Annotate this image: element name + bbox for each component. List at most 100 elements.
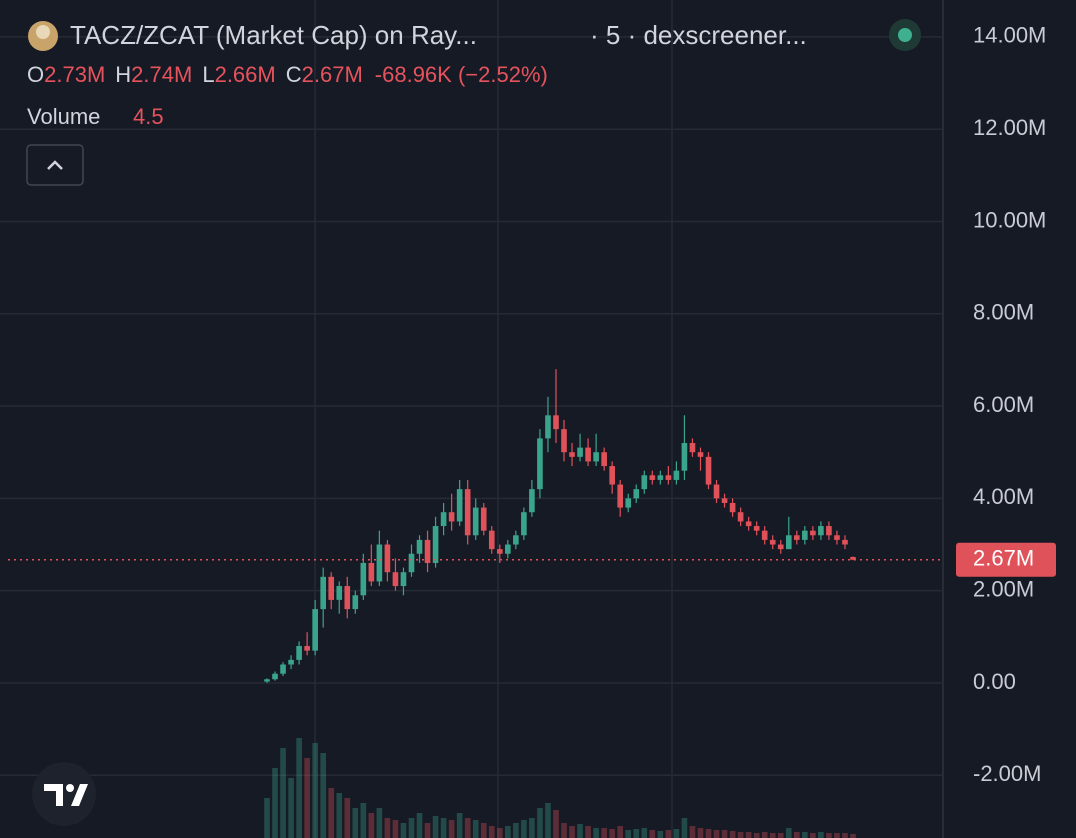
last-price-box	[956, 542, 1056, 577]
candle-body	[392, 572, 399, 587]
candle-body	[802, 530, 808, 540]
volume-bar	[464, 818, 471, 838]
ohlc-value: 2.66M	[215, 62, 276, 87]
logo-bg[interactable]	[32, 762, 96, 826]
candle-body	[440, 512, 447, 527]
ohlc-value: 2.67M	[302, 62, 363, 87]
volume-bar	[769, 833, 776, 838]
volume-bar	[352, 808, 359, 838]
y-tick-label: 4.00M	[973, 484, 1034, 509]
volume-bar	[753, 833, 760, 838]
volume-bar	[665, 830, 672, 838]
candle-body	[496, 549, 503, 554]
y-tick-label: -2.00M	[973, 761, 1041, 786]
volume-bar	[793, 832, 800, 838]
volume-bar	[617, 826, 624, 838]
candle-body	[529, 489, 535, 513]
volume-bar	[304, 758, 310, 838]
volume-bar	[537, 808, 543, 838]
candle-body	[769, 539, 776, 545]
candle-body	[545, 415, 551, 439]
volume-bar	[761, 832, 768, 838]
volume-bar	[569, 826, 575, 838]
volume-bar	[657, 831, 664, 838]
volume-bar	[408, 818, 415, 838]
candle-body	[448, 512, 455, 522]
tv-logo[interactable]	[32, 762, 96, 826]
candle-body	[368, 562, 375, 582]
candle-body	[721, 498, 728, 503]
volume-bar	[424, 823, 431, 838]
volume-bar	[705, 829, 712, 838]
volume-bar	[593, 828, 599, 838]
volume-bar	[713, 830, 720, 838]
ohlc-value: 2.74M	[131, 62, 192, 87]
candle-body	[561, 429, 567, 453]
candle-body	[729, 502, 736, 513]
candle-body	[761, 530, 768, 540]
collapse-box[interactable]	[26, 144, 84, 186]
candle-body	[513, 535, 519, 545]
candle-body	[673, 470, 680, 480]
candle-body	[272, 673, 278, 680]
candle-body	[705, 456, 712, 485]
volume-bar	[288, 778, 294, 838]
collapse-button[interactable]	[26, 144, 84, 186]
candle-body	[553, 415, 559, 430]
volume-bar	[320, 753, 327, 838]
y-tick-label: 14.00M	[973, 23, 1046, 48]
ohlc-value: 2.73M	[44, 62, 105, 87]
volume-bar	[842, 833, 848, 838]
volume-bar	[585, 826, 591, 838]
y-tick-label: 8.00M	[973, 300, 1034, 325]
ohlc-label: C	[286, 62, 302, 87]
candle-body	[352, 595, 359, 610]
volume-bar	[689, 826, 696, 838]
candle-body	[569, 452, 575, 457]
volume-bar	[729, 831, 736, 838]
candle-body	[360, 562, 367, 596]
volume-bar	[721, 830, 728, 838]
candle-body	[432, 526, 439, 563]
candle-body	[850, 556, 856, 560]
volume-bar	[818, 832, 824, 838]
candle-body	[304, 646, 310, 651]
candle-body	[633, 489, 640, 499]
candle-body	[480, 507, 487, 531]
volume-label: Volume	[27, 104, 100, 129]
volume-bar	[521, 820, 527, 838]
volume-bar	[649, 830, 656, 838]
candle-body	[288, 659, 294, 665]
volume-bar	[553, 810, 559, 838]
volume-bar	[360, 803, 367, 838]
candle-body	[649, 475, 656, 480]
candle-body	[842, 539, 848, 545]
candle-body	[737, 512, 744, 522]
volume-bar	[545, 803, 551, 838]
volume-bar	[496, 828, 503, 838]
volume-bar	[264, 798, 270, 838]
candle-body	[745, 521, 752, 527]
volume-bar	[577, 824, 583, 838]
volume-bar	[448, 820, 455, 838]
volume-bar	[697, 828, 704, 838]
candle-body	[793, 535, 800, 540]
candle-body	[593, 452, 599, 462]
volume-bar	[505, 826, 511, 838]
volume-bar	[681, 818, 688, 838]
candle-body	[609, 466, 615, 485]
logo-mark[interactable]	[44, 784, 88, 806]
volume-bar	[834, 833, 840, 838]
volume-bar	[392, 820, 399, 838]
candle-body	[336, 586, 343, 600]
logo-dot[interactable]	[66, 784, 74, 792]
volume-bar	[296, 738, 302, 838]
candle-body	[657, 475, 664, 480]
change: -68.96K (−2.52%)	[375, 62, 548, 87]
candle-body	[625, 498, 632, 508]
candle-body	[344, 586, 351, 610]
candle-body	[376, 544, 383, 582]
candle-body	[312, 609, 318, 651]
collapse-icon[interactable]	[47, 160, 63, 170]
